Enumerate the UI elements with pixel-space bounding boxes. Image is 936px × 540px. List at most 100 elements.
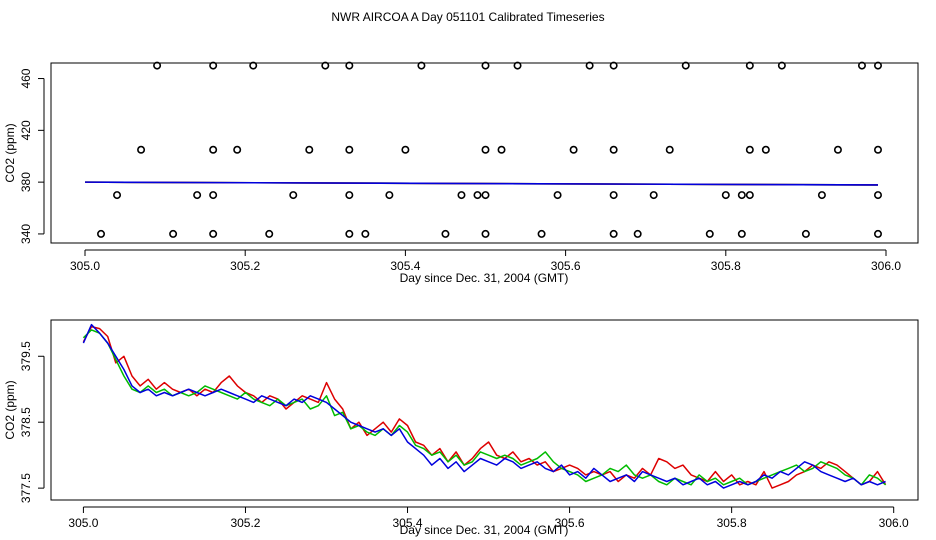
scatter-point — [137, 145, 146, 154]
scatter-point — [609, 191, 618, 200]
scatter-point — [193, 191, 202, 200]
scatter-point — [745, 61, 754, 70]
scatter-point — [361, 229, 370, 238]
bottom-plot-frame — [50, 319, 919, 501]
top-series-line-blue — [84, 181, 878, 186]
scatter-point — [681, 61, 690, 70]
top-markers-layer — [97, 61, 882, 238]
bottom-y-axis: 377.5 378.5 379.5 — [19, 341, 45, 503]
bottom-x-tick-label: 305.4 — [393, 516, 423, 530]
scatter-point — [609, 145, 618, 154]
scatter-point — [169, 229, 178, 238]
scatter-point — [745, 191, 754, 200]
scatter-point — [609, 229, 618, 238]
scatter-point — [209, 191, 218, 200]
scatter-point — [113, 191, 122, 200]
panel-timeseries-lines: 305.0 305.2 305.4 305.6 305.8 306.0 377.5 378.… — [3, 319, 919, 537]
scatter-point — [481, 145, 490, 154]
bottom-y-axis-label: CO2 (ppm) — [3, 380, 17, 439]
bottom-series-layer — [82, 323, 887, 489]
scatter-point — [385, 191, 394, 200]
top-x-tick-label: 306.0 — [871, 259, 901, 273]
scatter-point — [609, 61, 618, 70]
bottom-x-tick-label: 305.2 — [230, 516, 260, 530]
top-y-tick-label: 380 — [19, 172, 33, 192]
top-series-layer — [84, 181, 878, 186]
bottom-x-tick-label: 305.6 — [555, 516, 585, 530]
scatter-point — [249, 61, 258, 70]
top-x-tick-label: 305.2 — [230, 259, 260, 273]
scatter-point — [497, 145, 506, 154]
scatter-point — [345, 61, 354, 70]
scatter-point — [321, 61, 330, 70]
scatter-point — [345, 191, 354, 200]
scatter-point — [585, 61, 594, 70]
scatter-point — [481, 229, 490, 238]
scatter-point — [457, 191, 466, 200]
top-x-tick-label: 305.8 — [711, 259, 741, 273]
scatter-point — [705, 229, 714, 238]
scatter-point — [737, 191, 746, 200]
scatter-point — [569, 145, 578, 154]
scatter-point — [233, 145, 242, 154]
scatter-point — [537, 229, 546, 238]
scatter-point — [97, 229, 106, 238]
bottom-y-tick-label: 378.5 — [19, 407, 33, 437]
bottom-x-tick-label: 305.8 — [717, 516, 747, 530]
scatter-point — [417, 61, 426, 70]
top-x-axis: 305.0 305.2 305.4 305.6 305.8 306.0 — [70, 249, 901, 273]
top-plot-frame — [50, 62, 919, 244]
bottom-y-tick-label: 377.5 — [19, 473, 33, 503]
scatter-point — [873, 145, 882, 154]
scatter-point — [345, 229, 354, 238]
scatter-point — [441, 229, 450, 238]
scatter-point — [665, 145, 674, 154]
scatter-point — [633, 229, 642, 238]
scatter-point — [737, 229, 746, 238]
scatter-point — [153, 61, 162, 70]
top-x-tick-label: 305.0 — [70, 259, 100, 273]
bottom-y-tick-label: 379.5 — [19, 341, 33, 371]
top-x-tick-label: 305.6 — [551, 259, 581, 273]
scatter-point — [833, 145, 842, 154]
scatter-point — [801, 229, 810, 238]
scatter-point — [777, 61, 786, 70]
scatter-point — [345, 145, 354, 154]
top-y-tick-label: 420 — [19, 120, 33, 140]
bottom-x-axis-label: Day since Dec. 31, 2004 (GMT) — [400, 523, 569, 537]
bottom-series-line-blue — [82, 323, 886, 489]
top-y-axis: 340 380 420 460 — [19, 68, 45, 244]
top-x-tick-label: 305.4 — [390, 259, 420, 273]
bottom-series-line-green — [82, 329, 887, 486]
scatter-point — [473, 191, 482, 200]
bottom-series-line-red — [82, 325, 887, 489]
scatter-point — [553, 191, 562, 200]
scatter-point — [481, 61, 490, 70]
scatter-point — [873, 61, 882, 70]
bottom-x-axis: 305.0 305.2 305.4 305.6 305.8 306.0 — [68, 506, 909, 530]
top-y-axis-label: CO2 (ppm) — [3, 123, 17, 182]
scatter-point — [305, 145, 314, 154]
panel-calibrated-scatter: 305.0 305.2 305.4 305.6 305.8 306.0 340 380 420… — [3, 61, 919, 285]
scatter-point — [401, 145, 410, 154]
top-x-axis-label: Day since Dec. 31, 2004 (GMT) — [400, 271, 569, 285]
top-y-tick-label: 340 — [19, 224, 33, 244]
scatter-point — [209, 145, 218, 154]
scatter-point — [817, 191, 826, 200]
scatter-point — [873, 191, 882, 200]
scatter-point — [649, 191, 658, 200]
top-y-tick-label: 460 — [19, 68, 33, 88]
scatter-point — [265, 229, 274, 238]
scatter-point — [209, 61, 218, 70]
scatter-point — [513, 61, 522, 70]
scatter-point — [761, 145, 770, 154]
bottom-x-tick-label: 305.0 — [68, 516, 98, 530]
scatter-point — [745, 145, 754, 154]
scatter-point — [289, 191, 298, 200]
scatter-point — [209, 229, 218, 238]
scatter-point — [481, 191, 490, 200]
figure-title: NWR AIRCOA A Day 051101 Calibrated Times… — [331, 10, 604, 24]
scatter-point — [873, 229, 882, 238]
scatter-point — [857, 61, 866, 70]
